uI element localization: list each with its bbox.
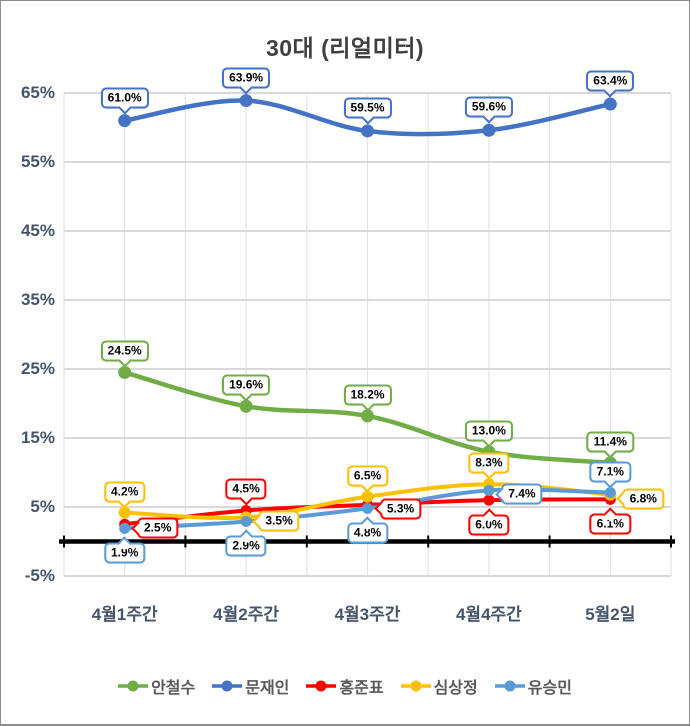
legend-marker-icon — [494, 680, 525, 692]
data-point-marker — [119, 522, 131, 534]
data-label-callout: 6.8% — [616, 488, 664, 510]
data-point-marker — [362, 502, 373, 514]
chart-title: 30대 (리얼미터) — [265, 35, 425, 61]
data-label-value: 7.4% — [508, 486, 536, 501]
data-label-value: 19.6% — [229, 377, 264, 392]
data-label-callout: 59.6% — [464, 96, 513, 124]
legend-item-label: 안철수 — [151, 680, 196, 697]
data-label-value: 59.6% — [471, 99, 506, 114]
y-axis-tick-label: 5% — [30, 497, 55, 516]
legend: 안철수 문재인 홍준표 심상정 유승민 — [1, 669, 689, 703]
data-label-callout: 24.5% — [100, 340, 149, 369]
data-label-value: 59.5% — [350, 100, 385, 115]
data-label-value: 8.3% — [475, 455, 503, 470]
y-axis-tick-label: 55% — [20, 152, 55, 171]
data-point-marker — [240, 515, 252, 527]
data-label-callout: 61.0% — [100, 87, 149, 115]
data-label-callout: 7.4% — [495, 483, 543, 505]
y-axis-tick-label: 35% — [20, 290, 55, 309]
y-axis-tick-label: -5% — [24, 566, 55, 585]
data-label-value: 1.9% — [111, 545, 139, 560]
legend-item-2: 홍준표 — [306, 674, 384, 698]
data-point-marker — [118, 114, 132, 128]
data-label-callout: 63.4% — [586, 70, 635, 98]
data-label-value: 2.5% — [144, 520, 172, 535]
data-label-value: 24.5% — [107, 343, 142, 358]
data-point-marker — [361, 124, 374, 138]
data-label-callout: 2.5% — [130, 517, 179, 539]
legend-item-label: 유승민 — [527, 680, 572, 697]
legend-item-1: 문재인 — [212, 674, 289, 698]
data-label-value: 2.9% — [232, 538, 260, 553]
data-label-callout: 2.9% — [225, 529, 267, 557]
data-point-marker — [239, 399, 253, 413]
legend-item-label: 문재인 — [245, 680, 290, 697]
data-label-value: 13.0% — [471, 423, 506, 438]
data-label-callout: 1.9% — [104, 536, 146, 564]
data-point-marker — [482, 123, 496, 137]
data-point-marker — [118, 365, 132, 379]
legend-marker-icon — [212, 680, 243, 692]
data-label-value: 7.1% — [596, 464, 624, 478]
legend-marker-icon — [118, 680, 149, 692]
data-label-value: 3.5% — [265, 513, 293, 528]
data-label-callout: 13.0% — [464, 420, 513, 448]
plot-area — [59, 92, 675, 577]
y-axis-tick-label: 45% — [20, 221, 55, 240]
data-point-marker — [361, 409, 374, 423]
data-label-value: 6.1% — [596, 516, 624, 531]
x-axis-tick-label: 4월3주간 — [334, 605, 401, 624]
data-label-callout: 11.4% — [586, 431, 634, 459]
legend-marker-icon — [306, 680, 337, 692]
data-point-marker — [361, 490, 374, 503]
legend-item-label: 홍준표 — [339, 680, 384, 697]
data-point-marker — [239, 94, 253, 108]
x-axis-tick-label: 4월1주간 — [91, 605, 158, 624]
legend-item-3: 심상정 — [400, 674, 478, 698]
data-point-marker — [603, 97, 617, 111]
data-label-value: 63.9% — [229, 70, 264, 85]
data-point-marker — [483, 484, 495, 496]
data-label-callout: 59.5% — [343, 97, 392, 125]
data-label-value: 6.5% — [353, 468, 382, 483]
data-label-callout: 63.9% — [222, 67, 271, 95]
data-point-marker — [118, 506, 131, 519]
y-axis-tick-label: 65% — [20, 83, 55, 102]
data-label-value: 63.4% — [593, 73, 628, 88]
data-label-value: 5.3% — [386, 501, 415, 516]
data-label-callout: 19.6% — [222, 374, 271, 402]
legend-marker-icon — [400, 680, 431, 692]
data-label-value: 6.8% — [629, 491, 657, 506]
y-axis-tick-label: 25% — [20, 359, 55, 378]
data-label-callout: 6.1% — [589, 507, 631, 535]
data-label-value: 18.2% — [350, 387, 385, 402]
x-axis-tick-label: 4월4주간 — [455, 605, 522, 624]
data-label-value: 4.5% — [232, 481, 260, 496]
data-label-callout: 3.5% — [252, 510, 300, 532]
data-label-callout: 5.3% — [373, 498, 422, 520]
data-label-callout: 6.0% — [468, 508, 510, 536]
data-label-value: 4.2% — [111, 484, 139, 499]
x-axis-tick-label: 4월2주간 — [213, 605, 280, 624]
data-label-value: 4.8% — [353, 525, 382, 540]
data-label-callout: 4.2% — [104, 481, 146, 509]
data-label-callout: 8.3% — [468, 452, 510, 480]
data-point-marker — [604, 487, 616, 499]
data-label-value: 6.0% — [475, 517, 503, 532]
legend-item-4: 유승민 — [494, 674, 572, 698]
data-label-callout: 6.5% — [346, 465, 389, 493]
legend-item-label: 심상정 — [433, 680, 478, 697]
data-point-marker — [483, 494, 495, 506]
x-axis-tick-label: 5월2일 — [585, 605, 636, 624]
data-label-callout: 18.2% — [343, 384, 392, 412]
data-label-callout: 4.5% — [225, 478, 267, 507]
data-label-callout: 7.1% — [589, 461, 631, 489]
legend-item-0: 안철수 — [118, 674, 195, 698]
y-axis-tick-label: 15% — [20, 428, 55, 447]
data-label-callout: 4.8% — [346, 516, 389, 544]
data-label-value: 11.4% — [593, 434, 627, 449]
data-label-value: 61.0% — [107, 90, 142, 105]
